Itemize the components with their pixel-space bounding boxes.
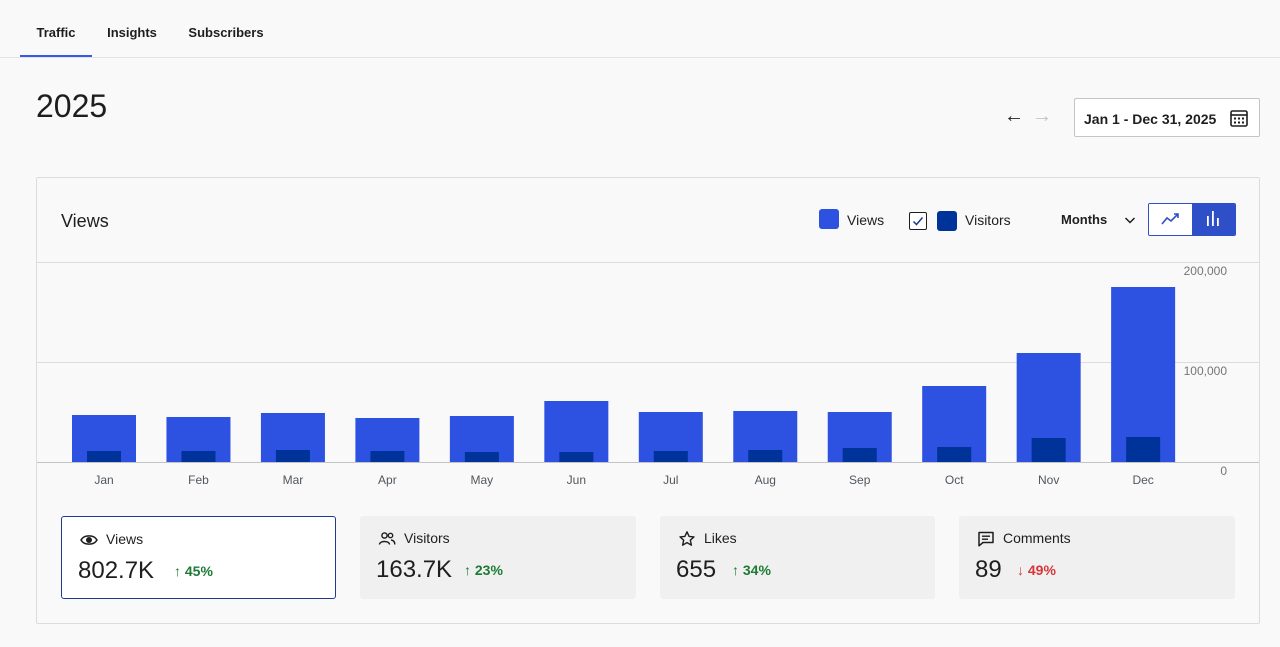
stat-value: 655 bbox=[676, 556, 717, 583]
stat-value: 89 bbox=[975, 556, 1002, 583]
stat-card-visitors[interactable]: Visitors 163.7K ↑ 23% bbox=[360, 516, 636, 599]
star-icon bbox=[679, 531, 695, 546]
stat-change-value: 23% bbox=[474, 562, 503, 578]
x-tick-label: Sep bbox=[849, 473, 871, 487]
chart-type-toggle bbox=[1148, 203, 1236, 236]
bar-visitors-dec bbox=[1126, 437, 1161, 462]
arrow-down-icon: ↓ bbox=[1017, 562, 1024, 578]
x-tick-label: Apr bbox=[378, 473, 397, 487]
chevron-down-icon bbox=[1124, 217, 1136, 224]
y-tick-label: 0 bbox=[1220, 464, 1227, 478]
views-legend-swatch bbox=[819, 209, 839, 229]
tab-bar: Traffic Insights Subscribers bbox=[0, 0, 1280, 58]
calendar-icon bbox=[1230, 110, 1248, 127]
chart-svg: 200,000 100,000 0 Jan Feb Mar Apr May Jun Jul Aug S… bbox=[37, 262, 1259, 487]
bar-visitors-jan bbox=[87, 451, 121, 462]
card-title: Views bbox=[61, 211, 109, 231]
tab-subscribers[interactable]: Subscribers bbox=[188, 25, 264, 40]
stat-value: 802.7K bbox=[78, 557, 155, 584]
x-tick-label: Dec bbox=[1132, 473, 1153, 487]
stat-label: Views bbox=[106, 531, 144, 547]
bar-visitors-aug bbox=[748, 450, 783, 462]
bar-visitors-oct bbox=[937, 447, 972, 462]
period-select-value: Months bbox=[1061, 212, 1108, 227]
x-tick-label: Jan bbox=[94, 473, 113, 487]
y-tick-label: 200,000 bbox=[1184, 264, 1228, 278]
stat-label: Comments bbox=[1003, 530, 1071, 546]
visitors-legend-swatch bbox=[937, 211, 957, 231]
x-tick-label: Oct bbox=[945, 473, 964, 487]
stat-card-likes[interactable]: Likes 655 ↑ 34% bbox=[660, 516, 935, 599]
x-tick-label: Jun bbox=[567, 473, 586, 487]
arrow-right-icon[interactable]: → bbox=[1032, 105, 1052, 127]
bar-visitors-mar bbox=[275, 450, 310, 462]
bar-views-dec bbox=[1111, 287, 1176, 462]
bar-chart-button[interactable] bbox=[1192, 204, 1235, 235]
stat-change-value: 34% bbox=[742, 562, 771, 578]
arrow-left-icon[interactable]: ← bbox=[1004, 105, 1024, 127]
x-tick-label: Feb bbox=[188, 473, 209, 487]
visitors-checkbox[interactable] bbox=[909, 212, 927, 230]
stat-change-value: 49% bbox=[1027, 562, 1056, 578]
stat-change: ↓ 49% bbox=[1017, 562, 1056, 578]
y-tick-label: 100,000 bbox=[1184, 364, 1228, 378]
line-chart-button[interactable] bbox=[1149, 204, 1192, 235]
line-chart-icon bbox=[1161, 213, 1179, 225]
arrow-up-icon: ↑ bbox=[174, 563, 181, 579]
bar-visitors-may bbox=[464, 452, 499, 462]
stat-change: ↑ 23% bbox=[464, 562, 503, 578]
tab-traffic[interactable]: Traffic bbox=[20, 0, 92, 57]
period-select[interactable]: Months bbox=[1061, 212, 1137, 232]
bar-chart-icon bbox=[1207, 211, 1219, 226]
stat-card-views[interactable]: Views 802.7K ↑ 45% bbox=[61, 516, 336, 599]
x-tick-label: Nov bbox=[1038, 473, 1059, 487]
views-legend-label: Views bbox=[847, 212, 885, 228]
stat-card-comments[interactable]: Comments 89 ↓ 49% bbox=[959, 516, 1235, 599]
bar-visitors-jun bbox=[559, 452, 594, 462]
bar-visitors-jul bbox=[653, 451, 688, 462]
bar-views-jun bbox=[544, 401, 609, 462]
stat-label: Visitors bbox=[404, 530, 450, 546]
date-range-label: Jan 1 - Dec 31, 2025 bbox=[1084, 111, 1217, 127]
eye-icon bbox=[80, 535, 98, 545]
bar-visitors-sep bbox=[842, 448, 877, 462]
people-icon bbox=[378, 532, 396, 545]
arrow-up-icon: ↑ bbox=[732, 562, 739, 578]
bar-visitors-feb bbox=[181, 451, 216, 462]
x-tick-label: May bbox=[471, 473, 494, 487]
x-tick-label: Aug bbox=[755, 473, 776, 487]
tab-insights[interactable]: Insights bbox=[107, 25, 157, 40]
bar-visitors-nov bbox=[1031, 438, 1066, 462]
arrow-up-icon: ↑ bbox=[464, 562, 471, 578]
bar-visitors-apr bbox=[370, 451, 405, 462]
stat-label: Likes bbox=[704, 530, 737, 546]
views-bar-chart: 200,000 100,000 0 Jan Feb Mar Apr May Jun Jul Aug S… bbox=[37, 262, 1259, 492]
stat-value: 163.7K bbox=[376, 556, 453, 583]
visitors-legend-label: Visitors bbox=[965, 212, 1011, 228]
views-card: Views Views Visitors Months 2 bbox=[36, 177, 1260, 624]
stat-change: ↑ 34% bbox=[732, 562, 771, 578]
x-tick-label: Jul bbox=[663, 473, 678, 487]
x-tick-label: Mar bbox=[283, 473, 304, 487]
comment-icon bbox=[978, 531, 994, 547]
checkmark-icon bbox=[912, 217, 924, 226]
stat-change: ↑ 45% bbox=[174, 563, 213, 579]
date-range-picker[interactable]: Jan 1 - Dec 31, 2025 bbox=[1074, 98, 1260, 137]
page-title: 2025 bbox=[36, 88, 108, 124]
stat-change-value: 45% bbox=[184, 563, 213, 579]
